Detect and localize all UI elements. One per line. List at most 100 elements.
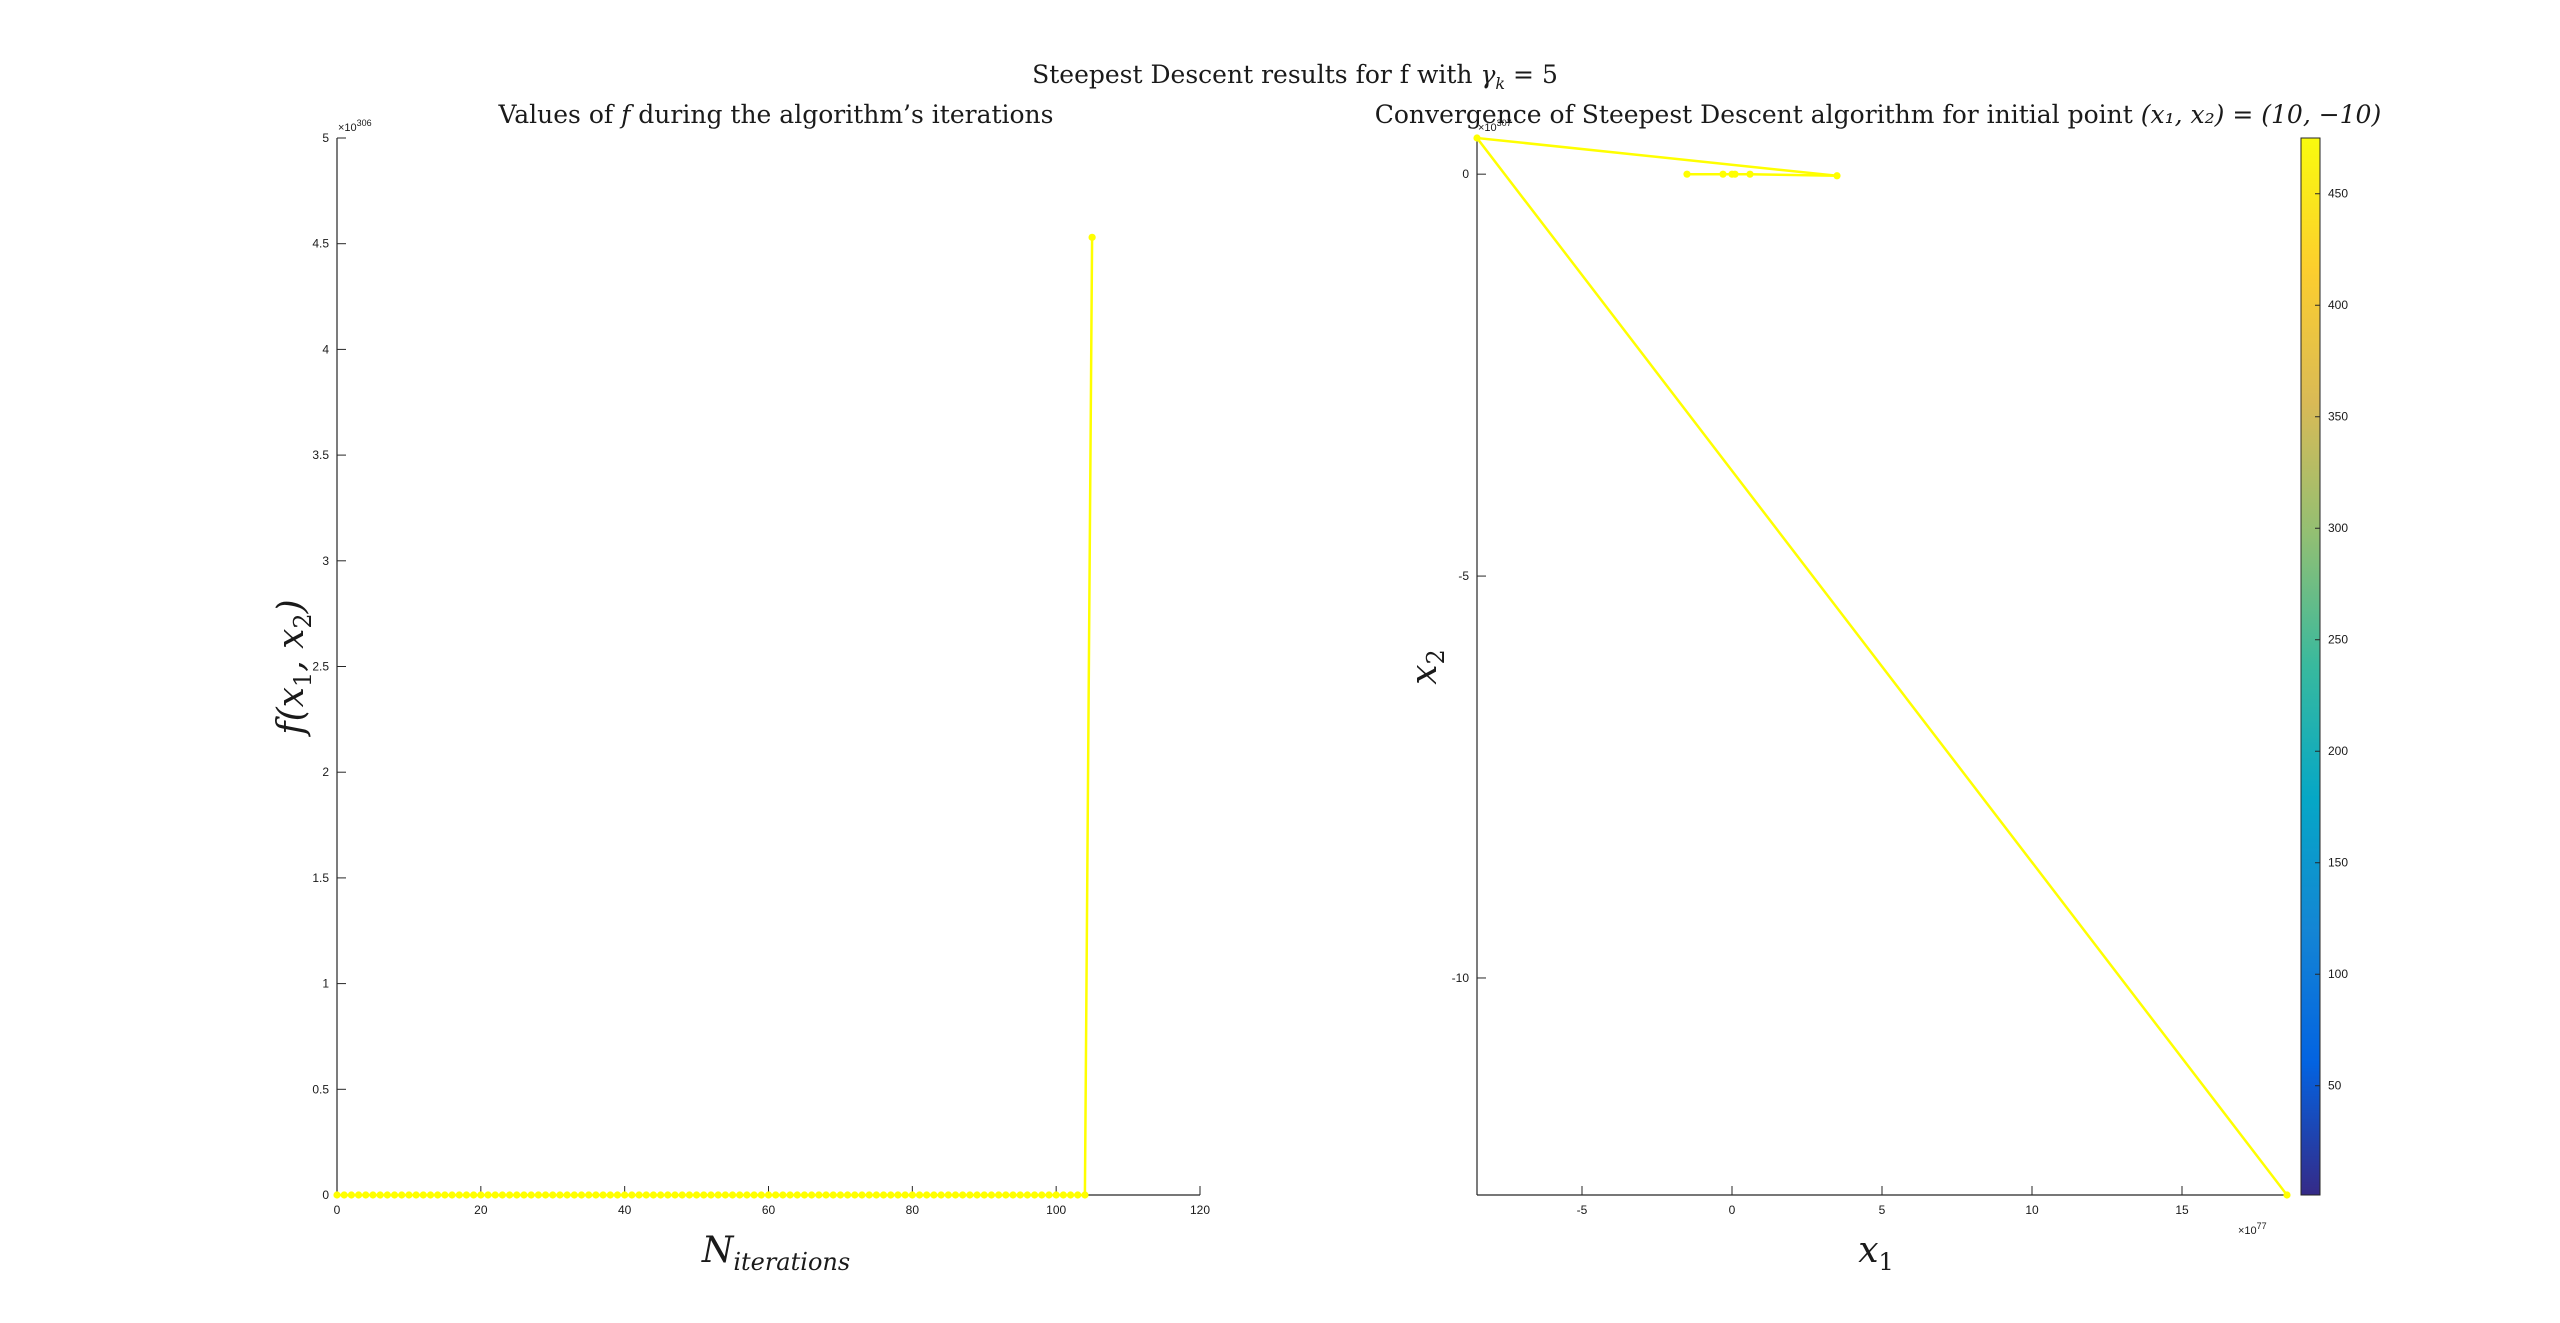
left-axes: 0 20 40 60 80 100 120 0 0.5 1 1.5 2 2.5 3 3.5 4 4.5 5: [312, 131, 1210, 1217]
right-data-point: [1833, 172, 1841, 180]
left-data-point: [844, 1191, 852, 1199]
left-data-point: [527, 1191, 535, 1199]
right-series: [1473, 134, 2291, 1199]
left-data-point: [1030, 1191, 1039, 1199]
left-data-point: [462, 1191, 471, 1199]
right-x-tick-label: 10: [2025, 1203, 2039, 1217]
left-data-point: [815, 1191, 823, 1199]
colorbar-tick-label: 100: [2328, 967, 2348, 981]
left-data-point: [1059, 1191, 1067, 1199]
left-data-point: [376, 1191, 384, 1199]
left-data-point: [973, 1191, 981, 1199]
left-y-label: f(x1, x2): [271, 599, 317, 737]
left-data-point: [743, 1191, 751, 1199]
left-x-tick-label: 40: [618, 1203, 632, 1217]
left-data-point: [369, 1191, 377, 1199]
left-data-point: [671, 1191, 679, 1199]
left-data-point: [808, 1191, 816, 1199]
left-x-tick-label: 120: [1190, 1203, 1210, 1217]
left-data-point: [987, 1191, 996, 1199]
left-data-point: [822, 1191, 830, 1199]
left-data-point: [520, 1191, 528, 1199]
left-y-tick-label: 1.5: [312, 871, 329, 885]
right-series-line: [1474, 136, 2288, 1196]
left-data-point: [707, 1191, 715, 1199]
left-data-point: [1016, 1191, 1024, 1199]
colorbar-tick-label: 150: [2328, 856, 2348, 870]
colorbar: [2300, 137, 2321, 1196]
left-data-point: [556, 1191, 564, 1199]
left-data-point: [664, 1191, 672, 1199]
left-data-point: [944, 1191, 952, 1199]
left-y-tick-label: 1: [322, 977, 329, 991]
left-data-point: [980, 1191, 988, 1199]
right-plot-title: Convergence of Steepest Descent algorith…: [1375, 100, 2381, 129]
left-series: [333, 233, 1096, 1199]
left-data-point: [851, 1191, 859, 1199]
right-y-label: x2: [1404, 649, 1450, 685]
left-data-point: [872, 1191, 880, 1199]
left-data-point: [484, 1191, 492, 1199]
left-data-point: [592, 1191, 600, 1199]
left-data-point: [390, 1191, 399, 1199]
left-data-point: [577, 1191, 586, 1199]
right-y-tick-label: -5: [1458, 569, 1469, 583]
left-data-point: [764, 1191, 773, 1199]
left-data-point: [628, 1191, 636, 1199]
left-data-point: [1088, 233, 1096, 241]
left-data-point: [685, 1191, 693, 1199]
right-data-point: [1473, 134, 1481, 142]
left-data-point: [534, 1191, 542, 1199]
right-x-tick-label: -5: [1577, 1203, 1588, 1217]
left-data-point: [563, 1191, 571, 1199]
right-axes: -5 0 5 10 15 0 -5 -10: [1452, 138, 2287, 1217]
left-y-tick-label: 0: [322, 1188, 329, 1202]
left-data-point: [959, 1191, 967, 1199]
right-data-point: [1719, 170, 1727, 178]
left-data-point: [779, 1191, 787, 1199]
left-data-point: [721, 1191, 729, 1199]
left-data-point: [858, 1191, 866, 1199]
left-data-point: [498, 1191, 507, 1199]
right-y-exponent: ×10307: [1478, 118, 1512, 134]
left-data-point: [398, 1191, 406, 1199]
left-data-point: [477, 1191, 485, 1199]
left-data-point: [333, 1191, 341, 1199]
colorbar-tick-label: 250: [2328, 633, 2348, 647]
figure-suptitle: Steepest Descent results for f with γk =…: [1032, 60, 1558, 93]
left-data-point: [455, 1191, 463, 1199]
left-data-point: [340, 1191, 348, 1199]
left-data-point: [800, 1191, 809, 1199]
left-data-point: [549, 1191, 557, 1199]
right-y-tick-label: 0: [1462, 167, 1469, 181]
left-x-label: Niterations: [701, 1230, 850, 1276]
left-plot: Values of f during the algorithm’s itera…: [271, 100, 1210, 1276]
suptitle-gamma-sub: k: [1495, 74, 1505, 93]
right-x-tick-label: 5: [1879, 1203, 1886, 1217]
left-data-point: [1081, 1191, 1089, 1199]
left-y-tick-label: 3: [322, 554, 329, 568]
left-data-point: [700, 1191, 708, 1199]
left-y-tick-label: 4: [322, 342, 329, 356]
right-data-point: [1728, 170, 1736, 178]
left-y-tick-label: 4.5: [312, 237, 329, 251]
colorbar-tick-label: 50: [2328, 1079, 2342, 1093]
left-data-point: [412, 1191, 420, 1199]
left-data-point: [585, 1191, 593, 1199]
left-data-point: [1045, 1191, 1053, 1199]
left-y-exponent: ×10306: [338, 118, 372, 134]
left-data-point: [434, 1191, 442, 1199]
left-data-point: [506, 1191, 514, 1199]
right-x-exponent: ×1077: [2238, 1221, 2267, 1237]
right-data-point: [1683, 170, 1691, 178]
colorbar-tick-label: 300: [2328, 521, 2348, 535]
right-x-tick-label: 15: [2175, 1203, 2189, 1217]
left-x-tick-label: 80: [906, 1203, 920, 1217]
left-data-point: [908, 1191, 916, 1199]
left-data-point: [635, 1191, 643, 1199]
left-data-point: [1023, 1191, 1031, 1199]
left-data-point: [894, 1191, 902, 1199]
colorbar-tick-label: 450: [2328, 187, 2348, 201]
right-data-point: [2283, 1191, 2291, 1199]
